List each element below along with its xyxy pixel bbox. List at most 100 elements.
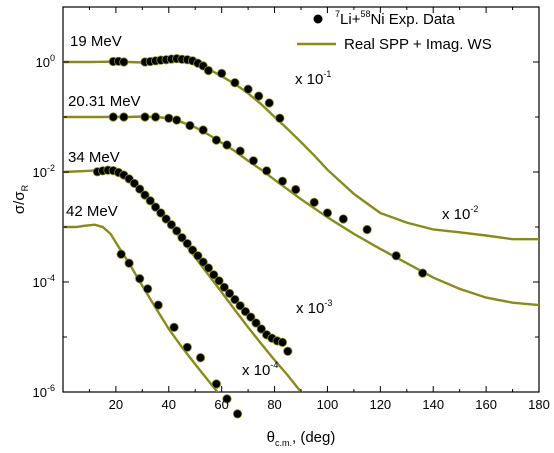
data-point	[195, 353, 206, 363]
data-point	[217, 68, 227, 79]
data-point	[166, 220, 177, 230]
data-point	[235, 301, 245, 311]
data-point	[116, 249, 126, 259]
data-point	[145, 196, 155, 206]
data-point	[153, 300, 163, 310]
data-point	[246, 312, 256, 322]
data-point	[277, 337, 288, 347]
data-point	[124, 258, 134, 268]
data-point	[222, 140, 232, 150]
x-tick-label: 20	[109, 397, 123, 412]
data-point	[309, 197, 319, 208]
data-point	[283, 346, 293, 356]
data-point	[169, 322, 179, 332]
annotations: 19 MeV x 10-1 20.31 MeV x 10-2 34 MeV x 10-3 4…	[66, 33, 478, 379]
x-tick-label: 180	[528, 397, 550, 412]
data-point	[391, 251, 401, 261]
data-point	[230, 78, 240, 88]
data-point	[119, 112, 129, 122]
x-tick-label: 100	[317, 397, 339, 412]
data-point	[264, 98, 274, 108]
data-point	[235, 146, 245, 156]
y-tick-label: 10-2	[33, 163, 55, 180]
y-tick-label: 10-4	[33, 273, 55, 290]
x-tick-label: 60	[214, 397, 228, 412]
data-point	[225, 288, 235, 299]
data-point	[182, 238, 192, 249]
data-point	[256, 324, 266, 334]
x-tick-label: 40	[162, 397, 176, 412]
data-point	[135, 274, 145, 284]
data-point	[291, 184, 301, 195]
fit-curves	[63, 59, 539, 392]
data-point	[135, 184, 145, 194]
data-points	[92, 54, 428, 419]
data-point	[240, 306, 251, 317]
legend: 7Li+58Ni Exp. Data Real SPP + Imag. WS	[297, 9, 492, 53]
data-point	[172, 226, 182, 236]
data-point	[254, 91, 264, 101]
data-point	[177, 233, 187, 243]
data-point	[150, 112, 161, 122]
data-point	[230, 294, 240, 305]
data-point	[362, 224, 372, 235]
data-point	[232, 409, 243, 419]
data-point	[211, 379, 221, 389]
energy-label: 19 MeV	[70, 33, 122, 50]
data-point	[193, 251, 203, 261]
data-point	[164, 113, 174, 123]
energy-label: 20.31 MeV	[68, 93, 141, 110]
data-point	[161, 214, 171, 224]
data-point	[203, 263, 214, 273]
x-tick-label: 80	[267, 397, 281, 412]
y-tick-label: 100	[36, 53, 55, 70]
data-point	[277, 176, 288, 186]
fit-line-1	[63, 115, 539, 307]
data-point	[219, 282, 229, 292]
data-point	[143, 284, 153, 294]
data-point	[418, 268, 428, 278]
energy-label: 34 MeV	[68, 149, 120, 166]
data-point	[222, 394, 232, 404]
data-point	[251, 318, 261, 328]
data-point	[338, 214, 348, 224]
data-point	[214, 276, 224, 286]
scale-label: x 10-4	[242, 360, 278, 379]
legend-data-marker	[313, 14, 323, 24]
data-point	[185, 120, 195, 131]
data-point	[243, 84, 253, 94]
x-axis-label: θc.m., (deg)	[267, 429, 336, 448]
scale-label: x 10-3	[296, 298, 332, 317]
data-point	[150, 202, 161, 212]
energy-label: 42 MeV	[66, 203, 118, 220]
data-point	[140, 190, 150, 200]
legend-data-label: 7Li+58Ni Exp. Data	[335, 9, 455, 28]
data-point	[262, 166, 272, 176]
data-point	[322, 208, 333, 218]
x-tick-label: 120	[369, 397, 391, 412]
data-point	[182, 342, 192, 352]
y-axis-label: σ/σR	[11, 184, 30, 214]
x-tick-label: 140	[422, 397, 444, 412]
data-point	[187, 245, 198, 255]
data-point	[198, 125, 208, 135]
fit-line-3	[63, 223, 219, 392]
scale-label: x 10-1	[295, 69, 331, 88]
data-point	[108, 112, 118, 122]
data-point	[198, 257, 208, 267]
data-point	[275, 113, 285, 123]
data-point	[172, 115, 182, 125]
data-point	[209, 270, 219, 280]
x-tick-label: 160	[475, 397, 497, 412]
data-point	[248, 156, 258, 166]
data-point	[119, 57, 129, 67]
axes: 20 40 60 80 100 120 140 160 180 100 10-2 10-4 10-6 θc…	[11, 6, 550, 448]
data-point	[211, 135, 221, 145]
scale-label: x 10-2	[442, 204, 478, 223]
fit-line-0	[63, 59, 539, 241]
legend-fit-label: Real SPP + Imag. WS	[344, 36, 492, 53]
y-tick-label: 10-6	[33, 383, 55, 400]
data-point	[156, 208, 166, 218]
data-point	[140, 112, 150, 122]
